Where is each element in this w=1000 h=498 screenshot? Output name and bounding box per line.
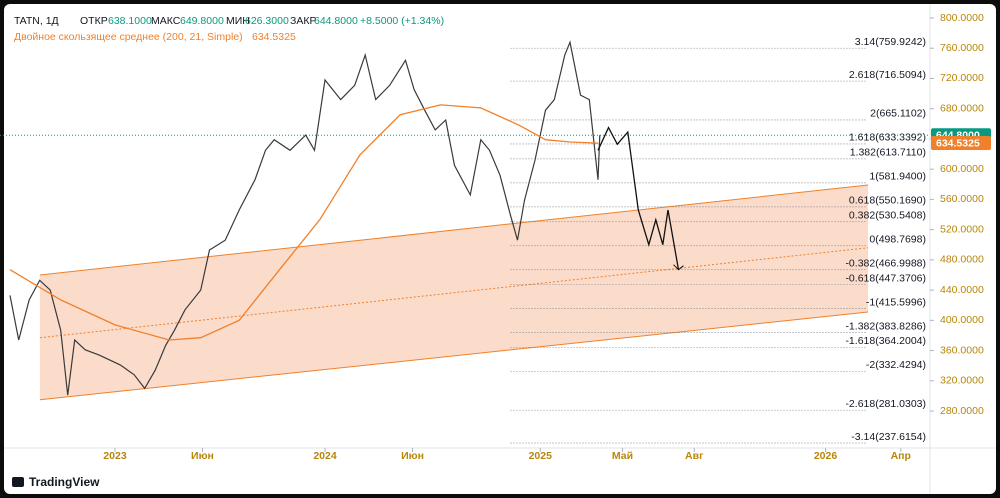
y-tick-label: 600.0000 [940, 163, 984, 175]
series-line [597, 126, 680, 270]
high-label: МАКС [151, 15, 181, 27]
series-line [9, 104, 599, 341]
series-line [9, 40, 601, 396]
x-tick-label: Июн [191, 450, 214, 462]
y-tick-label: 320.0000 [940, 375, 984, 387]
open: 638.1000 [108, 15, 152, 27]
x-tick-label: 2026 [814, 450, 838, 462]
open-label: ОТКР [80, 15, 108, 27]
logo: TradingView [12, 475, 100, 489]
indicator: Двойное скользящее среднее (200, 21, Sim… [14, 31, 243, 43]
x-tick-label: Май [612, 450, 633, 462]
legend: TATN, 1Д ОТКР 638.1000 МАКС 649.8000 МИН… [14, 15, 444, 43]
fib-label: -2(332.4294) [866, 359, 926, 371]
fib-label: 1.382(613.7110) [850, 147, 926, 159]
fib-label: 1.618(633.3392) [849, 132, 926, 144]
price-box [931, 136, 991, 151]
fib-label: -2.618(281.0303) [845, 398, 926, 410]
low-label: МИН [226, 15, 250, 27]
y-tick-label: 400.0000 [940, 314, 984, 326]
y-tick-label: 480.0000 [940, 254, 984, 266]
symbol: TATN, 1Д [14, 15, 59, 27]
y-tick-label: 760.0000 [940, 42, 984, 54]
fib-label: 2(665.1102) [870, 108, 926, 120]
fib-label: 1(581.9400) [869, 171, 926, 183]
fib-label: 0(498.7698) [869, 233, 926, 245]
fib-label: 2.618(716.5094) [849, 69, 926, 81]
brand: TradingView [29, 475, 100, 489]
y-tick-label: 280.0000 [940, 405, 984, 417]
fib-label: -0.618(447.3706) [845, 272, 926, 284]
fib-label: -0.382(466.9988) [845, 257, 926, 269]
channel-mid [39, 247, 869, 339]
fib-label: 0.382(530.5408) [849, 209, 926, 221]
x-tick-label: Авг [685, 450, 704, 462]
x-tick-label: 2024 [313, 450, 337, 462]
close: 644.8000 [314, 15, 358, 27]
price-box-label: 634.5325 [936, 137, 980, 149]
x-tick-label: 2025 [529, 450, 553, 462]
x-tick-label: Июн [401, 450, 424, 462]
arrow-head [673, 264, 684, 271]
indicator-value: 634.5325 [252, 31, 296, 43]
logo-icon [12, 477, 24, 487]
x-tick-label: Апр [891, 450, 911, 462]
plot: 3.14(759.9242) 2.618(716.5094) 2(665.1102)… [0, 36, 930, 444]
fib-label: -1.382(383.8286) [845, 320, 926, 332]
y-tick-label: 520.0000 [940, 223, 984, 235]
high: 649.8000 [180, 15, 224, 27]
y-tick-label: 720.0000 [940, 72, 984, 84]
y-tick-label: 800.0000 [940, 12, 984, 24]
fib-label: -3.14(237.6154) [851, 431, 926, 443]
channel-upper [39, 184, 869, 276]
x-tick-label: 2023 [103, 450, 127, 462]
fib-label: 0.618(550.1690) [849, 195, 926, 207]
y-tick-label: 560.0000 [940, 193, 984, 205]
fib-label: -1(415.5996) [866, 296, 926, 308]
y-tick-label: 440.0000 [940, 284, 984, 296]
change: +8.5000 (+1.34%) [360, 15, 444, 27]
fib-label: -1.618(364.2004) [845, 335, 926, 347]
y-tick-label: 360.0000 [940, 344, 984, 356]
fib-label: 3.14(759.9242) [855, 36, 926, 48]
close-label: ЗАКР [290, 15, 316, 27]
channel-lower [39, 311, 869, 401]
y-tick-label: 680.0000 [940, 102, 984, 114]
low: 626.3000 [245, 15, 289, 27]
